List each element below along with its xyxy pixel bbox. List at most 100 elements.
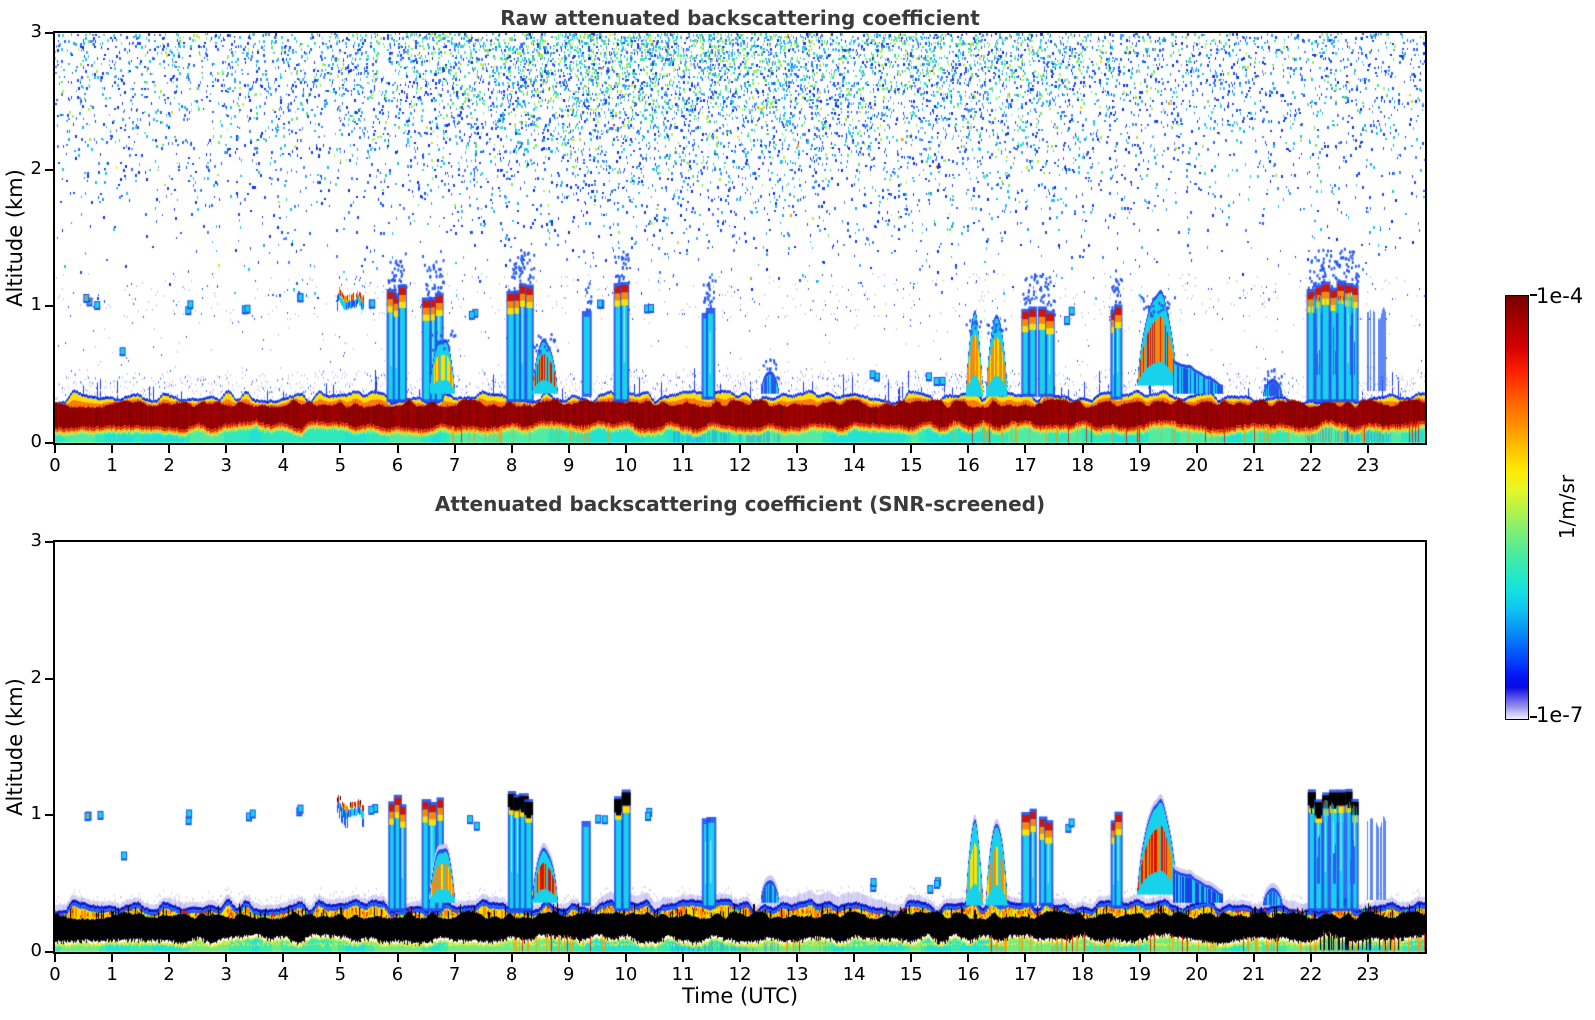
y-tick-mark [45,814,53,817]
panel-title-raw: Raw attenuated backscattering coefficien… [500,6,980,30]
x-tick-label: 4 [277,455,290,476]
colorbar-gradient [1506,296,1528,719]
x-tick-mark [339,445,342,453]
x-tick-mark [796,954,799,962]
y-tick-label: 3 [30,530,42,551]
x-tick-mark [624,954,627,962]
x-tick-label: 18 [1071,964,1094,985]
x-tick-label: 5 [334,964,347,985]
x-tick-label: 3 [220,455,232,476]
x-tick-mark [967,954,970,962]
x-tick-label: 19 [1128,964,1152,985]
y-tick-label: 0 [30,431,42,452]
x-tick-label: 0 [49,964,61,985]
x-tick-mark [681,445,684,453]
x-tick-label: 5 [334,455,347,476]
x-tick-mark [1024,954,1027,962]
plot-raw [53,31,1427,445]
x-tick-mark [853,954,856,962]
x-tick-mark [681,954,684,962]
x-tick-mark [1081,445,1084,453]
colorbar-tick-bottom [1530,716,1537,718]
x-tick-mark [168,954,171,962]
x-tick-mark [1309,954,1312,962]
x-tick-mark [282,445,285,453]
x-tick-mark [1138,445,1141,453]
x-tick-label: 16 [956,964,980,985]
x-tick-mark [567,445,570,453]
x-tick-label: 21 [1242,455,1266,476]
x-tick-label: 1 [106,964,118,985]
x-tick-label: 17 [1013,964,1037,985]
x-tick-mark [339,954,342,962]
y-tick-label: 3 [30,21,42,42]
x-tick-mark [624,445,627,453]
y-tick-label: 1 [30,803,42,825]
x-tick-label: 7 [448,964,461,985]
x-tick-mark [453,954,456,962]
x-tick-mark [567,954,570,962]
x-tick-mark [510,954,513,962]
colorbar-unit-label: 1/m/sr [1555,474,1579,540]
x-tick-mark [396,445,399,453]
x-tick-label: 16 [956,455,980,476]
x-tick-label: 9 [563,964,575,985]
x-tick-label: 3 [220,964,232,985]
colorbar-max-label: 1e-4 [1536,284,1584,308]
y-tick-mark [45,541,53,543]
x-tick-label: 14 [842,964,866,985]
y-tick-mark [45,168,53,171]
x-tick-mark [54,445,56,453]
x-tick-label: 13 [785,455,809,476]
x-tick-mark [910,954,913,962]
x-tick-mark [796,445,799,453]
x-tick-label: 11 [671,455,695,476]
x-tick-label: 14 [842,455,866,476]
x-tick-label: 10 [614,964,638,985]
plot-screened [53,540,1427,954]
x-tick-label: 6 [391,455,404,476]
x-tick-label: 23 [1356,964,1380,985]
colorbar-tick-top [1530,294,1537,296]
x-tick-mark [1366,954,1369,962]
x-tick-label: 6 [391,964,404,985]
y-tick-mark [45,305,53,308]
x-tick-label: 12 [728,964,752,985]
y-tick-label: 1 [30,294,42,316]
x-tick-mark [396,954,399,962]
x-tick-label: 9 [563,455,575,476]
x-tick-mark [1024,445,1027,453]
x-tick-mark [1138,954,1141,962]
plot-canvas-screened [55,542,1425,952]
x-tick-label: 22 [1299,455,1323,476]
y-tick-mark [45,951,53,953]
x-tick-mark [1366,445,1369,453]
x-tick-label: 8 [505,455,518,476]
y-tick-label: 2 [30,666,42,688]
x-tick-label: 10 [614,455,638,476]
x-tick-mark [967,445,970,453]
x-tick-mark [225,954,228,962]
x-tick-mark [739,445,741,453]
x-tick-mark [853,445,856,453]
x-tick-mark [1195,954,1198,962]
colorbar-min-label: 1e-7 [1536,703,1584,727]
x-tick-mark [111,954,114,962]
x-tick-label: 23 [1356,455,1380,476]
x-axis-label: Time (UTC) [681,984,799,1008]
x-tick-label: 7 [448,455,461,476]
x-tick-label: 1 [106,455,118,476]
y-tick-mark [45,32,53,34]
x-tick-mark [453,445,456,453]
x-tick-label: 18 [1071,455,1094,476]
y-tick-mark [45,677,53,680]
x-tick-label: 22 [1299,964,1323,985]
x-tick-mark [282,954,285,962]
x-tick-label: 12 [728,455,752,476]
x-tick-label: 20 [1185,455,1209,476]
x-tick-label: 4 [277,964,290,985]
x-tick-mark [225,445,228,453]
x-tick-label: 2 [163,964,175,985]
x-tick-label: 8 [505,964,518,985]
